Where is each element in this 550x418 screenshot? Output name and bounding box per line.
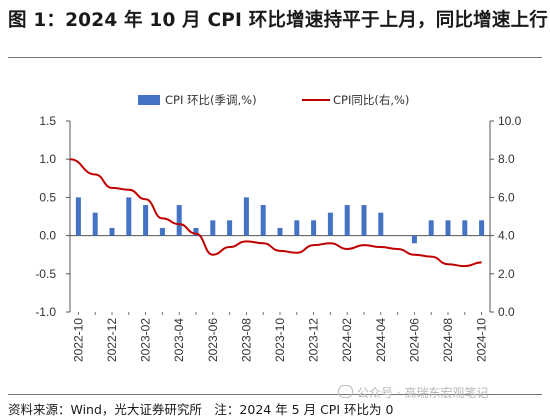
bar-2023-10 [277, 227, 283, 236]
bar-2024-04 [378, 212, 384, 236]
x-axis-tick-label: 2023-10 [273, 318, 287, 362]
left-axis-tick-label: -0.5 [35, 267, 56, 281]
right-axis-tick-label: 10.0 [498, 114, 522, 128]
bar-2023-06 [210, 220, 216, 236]
footer-divider [8, 394, 542, 395]
x-axis-tick-label: 2024-04 [374, 318, 388, 362]
bar-2023-04 [176, 205, 182, 236]
x-axis-tick-label: 2023-08 [239, 318, 253, 362]
title-divider [8, 57, 542, 58]
left-axis-tick-label: -1.0 [35, 305, 56, 319]
bar-2024-01 [327, 212, 333, 236]
wechat-icon [338, 385, 353, 398]
left-axis-tick-label: 1.0 [39, 152, 56, 166]
bar-2023-11 [294, 220, 300, 236]
x-axis-tick-label: 2023-12 [307, 318, 321, 362]
right-axis-tick-label: 6.0 [498, 190, 515, 204]
x-axis-tick-label: 2023-04 [172, 318, 186, 362]
page-title: 图 1：2024 年 10 月 CPI 环比增速持平于上月，同比增速上行 [8, 10, 548, 31]
x-axis-tick-label: 2024-06 [407, 318, 421, 362]
x-axis-tick-label: 2024-10 [475, 318, 489, 362]
bar-2022-12 [109, 227, 115, 236]
x-axis-tick-label: 2024-02 [340, 318, 354, 362]
cpi-yoy-line [69, 158, 482, 268]
x-axis-tick-label: 2022-10 [71, 318, 85, 362]
bar-2023-09 [260, 205, 266, 236]
bar-2024-07 [428, 220, 434, 236]
left-axis-tick-label: 0.0 [39, 229, 56, 243]
bar-2024-03 [361, 205, 367, 236]
bar-2024-06 [411, 235, 417, 244]
right-axis-tick-label: 0.0 [498, 305, 515, 319]
bar-2023-03 [159, 227, 165, 236]
bar-2024-09 [462, 220, 468, 236]
x-axis-tick-label: 2024-08 [441, 318, 455, 362]
right-axis-tick-label: 2.0 [498, 267, 515, 281]
legend-line-label: CPI同比(右,%) [333, 93, 409, 107]
bar-2024-10 [479, 220, 485, 236]
bar-2024-08 [445, 220, 451, 236]
watermark: 公众号 · 高瑞东宏观笔记 [338, 384, 488, 401]
left-axis-tick-label: 1.5 [39, 114, 56, 128]
legend-bar-label: CPI 环比(季调,%) [165, 93, 257, 107]
bar-2023-05 [193, 227, 199, 236]
watermark-text: 公众号 · 高瑞东宏观笔记 [357, 386, 489, 400]
bar-2022-11 [92, 212, 98, 236]
bar-2023-08 [243, 197, 249, 236]
x-axis-tick-label: 2022-12 [105, 318, 119, 362]
source-note: 资料来源：Wind，光大证券研究所 注：2024 年 5 月 CPI 环比为 0 [8, 402, 394, 417]
bar-2023-01 [126, 197, 132, 236]
bar-2024-02 [344, 205, 350, 236]
bar-2023-02 [143, 205, 149, 236]
left-axis-tick-label: 0.5 [39, 190, 56, 204]
cpi-chart: 1.5 1.0 0.5 0.0 -0.5 -1.0 10.0 8.0 6.0 4.0 2.0 0.0 2… [35, 93, 522, 362]
x-axis-tick-label: 2023-06 [206, 318, 220, 362]
x-axis-tick-label: 2023-02 [139, 318, 153, 362]
bar-2022-10 [75, 197, 81, 236]
legend-bar-swatch [138, 95, 160, 105]
right-axis-tick-label: 8.0 [498, 152, 515, 166]
bar-2023-07 [227, 220, 233, 236]
bar-2023-12 [311, 220, 317, 236]
right-axis-tick-label: 4.0 [498, 229, 515, 243]
